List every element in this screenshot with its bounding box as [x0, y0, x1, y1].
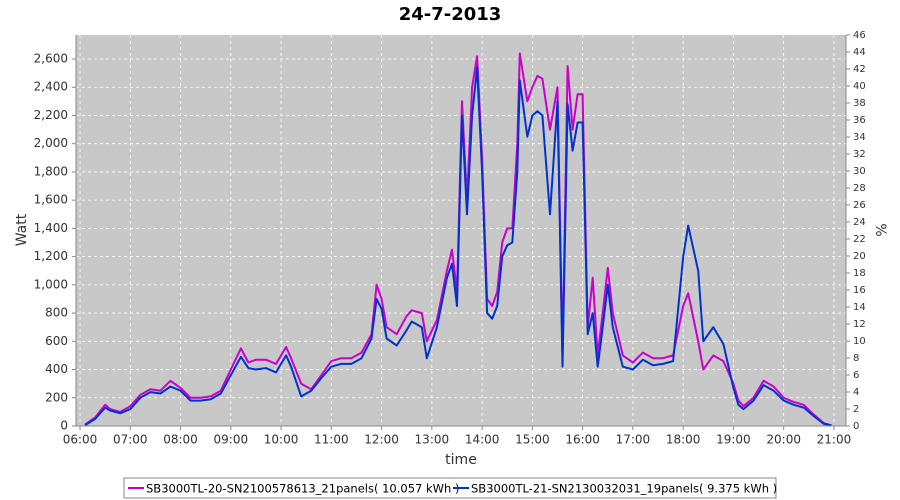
x-tick-label: 10:00 [264, 433, 299, 447]
x-tick-label: 17:00 [616, 433, 651, 447]
y2-tick-label: 32 [853, 149, 866, 160]
y-tick-label: 800 [45, 306, 68, 320]
y2-tick-label: 10 [853, 336, 866, 347]
lines [84, 52, 832, 427]
y-tick-label: 400 [45, 362, 68, 376]
y2-tick-label: 12 [853, 319, 866, 330]
x-tick-label: 12:00 [364, 433, 399, 447]
y2-tick-label: 4 [853, 387, 859, 398]
x-tick-label: 13:00 [415, 433, 450, 447]
y2-tick-label: 36 [853, 115, 866, 126]
y2-tick-label: 18 [853, 268, 866, 279]
y-tick-label: 600 [45, 334, 68, 348]
y2-tick-label: 30 [853, 166, 866, 177]
y2-tick-label: 0 [853, 421, 859, 432]
x-tick-label: 15:00 [515, 433, 550, 447]
x-tick-label: 18:00 [666, 433, 701, 447]
x-tick-label: 08:00 [163, 433, 198, 447]
y-tick-label: 1,200 [34, 249, 68, 263]
legend-label: SB3000TL-21-SN2130032031_19panels( 9.375… [471, 482, 777, 496]
y2-tick-label: 6 [853, 370, 859, 381]
y-tick-label: 1,800 [34, 164, 68, 178]
x-tick-label: 06:00 [63, 433, 98, 447]
legend-box [123, 477, 777, 499]
y2-tick-label: 2 [853, 404, 859, 415]
y2-tick-label: 22 [853, 234, 866, 245]
y-tick-label: 1,600 [34, 193, 68, 207]
y-tick-label: 2,400 [34, 80, 68, 94]
y-tick-label: 2,200 [34, 108, 68, 122]
y2-tick-label: 8 [853, 353, 859, 364]
chart-title: 24-7-2013 [399, 4, 502, 25]
y2-tick-label: 38 [853, 98, 866, 109]
y2-tick-label: 42 [853, 64, 866, 75]
x-tick-label: 09:00 [214, 433, 249, 447]
y2-tick-label: 26 [853, 200, 866, 211]
y-axis-label: Watt [14, 213, 30, 246]
legend-label: SB3000TL-20-SN2100578613_21panels( 10.05… [146, 482, 459, 496]
y-tick-label: 200 [45, 390, 68, 404]
x-tick-label: 14:00 [465, 433, 500, 447]
y2-tick-label: 28 [853, 183, 866, 194]
x-tick-label: 11:00 [314, 433, 349, 447]
x-tick-label: 16:00 [565, 433, 600, 447]
y2-tick-label: 14 [853, 302, 866, 313]
y2-tick-label: 20 [853, 251, 866, 262]
plot-area [76, 35, 846, 426]
y2-tick-label: 16 [853, 285, 866, 296]
x-tick-label: 19:00 [716, 433, 751, 447]
x-tick-label: 07:00 [113, 433, 148, 447]
y2-tick-label: 40 [853, 81, 866, 92]
y2-tick-label: 24 [853, 217, 866, 228]
series-line [84, 66, 832, 427]
x-axis-label: time [445, 452, 477, 468]
y2-tick-label: 46 [853, 30, 866, 41]
y-tick-label: 0 [60, 419, 68, 433]
y-tick-label: 2,600 [34, 51, 68, 65]
y-tick-label: 1,000 [34, 277, 68, 291]
y-tick-label: 1,400 [34, 221, 68, 235]
x-tick-label: 21:00 [817, 433, 852, 447]
y-tick-label: 2,000 [34, 136, 68, 150]
y2-axis-label: % [872, 223, 888, 236]
x-tick-label: 20:00 [766, 433, 801, 447]
y2-tick-label: 34 [853, 132, 866, 143]
y2-tick-label: 44 [853, 47, 866, 58]
